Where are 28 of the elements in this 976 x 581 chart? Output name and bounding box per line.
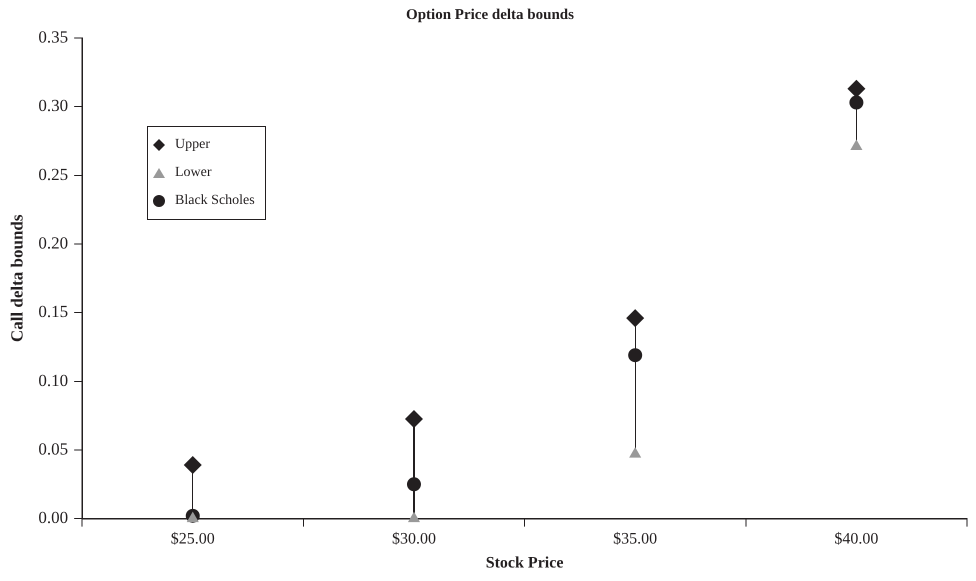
y-tick-label: 0.10	[38, 370, 68, 390]
y-tick-label: 0.35	[38, 27, 68, 46]
x-tick-label: $30.00	[392, 530, 436, 548]
x-tick-label: $35.00	[613, 530, 658, 548]
chart-title: Option Price delta bounds	[406, 6, 574, 23]
y-tick-label: 0.25	[38, 164, 68, 184]
point	[626, 309, 644, 328]
legend-label: Upper	[175, 137, 210, 152]
y-tick-label: 0.20	[38, 233, 68, 252]
y-tick-label: 0.00	[38, 508, 68, 528]
y-axis-title: Call delta bounds	[8, 214, 27, 342]
legend-label: Black Scholes	[175, 193, 255, 208]
x-axis-title: Stock Price	[486, 554, 564, 572]
point	[186, 512, 199, 522]
x-tick-label: $25.00	[170, 530, 215, 548]
legend-label: Lower	[175, 165, 212, 180]
y-tick-label: 0.30	[38, 96, 68, 116]
point	[408, 512, 420, 522]
point	[404, 410, 423, 428]
point	[406, 477, 421, 492]
x-tick-label: $40.00	[834, 530, 878, 548]
point	[629, 447, 642, 458]
point	[628, 348, 642, 362]
y-tick-label: 0.15	[38, 302, 68, 322]
point	[184, 456, 202, 474]
point	[847, 80, 866, 98]
point	[849, 96, 864, 110]
y-tick-label: 0.05	[38, 439, 68, 458]
